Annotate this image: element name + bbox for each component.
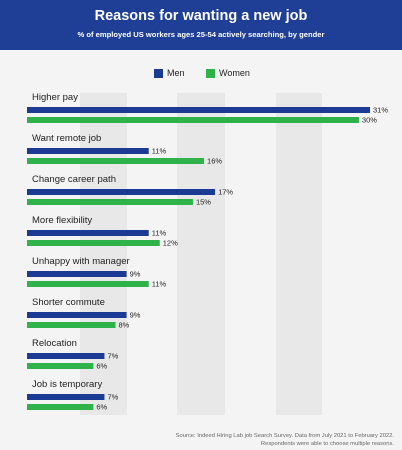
bar-women [27,404,94,410]
value-label-men: 9% [130,270,141,279]
legend-label-women: Women [219,68,250,78]
value-label-women: 12% [163,239,178,248]
grid-band [177,93,225,415]
bar-men [27,189,216,195]
bar-women [27,281,149,287]
bar-men [27,230,149,236]
value-label-men: 11% [152,147,167,156]
value-label-women: 15% [196,198,211,207]
bar-men [27,353,105,359]
value-label-women: 6% [96,362,107,371]
category-label: Relocation [32,338,77,349]
bar-women [27,363,94,369]
respondents-note: Respondents were able to choose multiple… [260,441,394,447]
bar-women [27,117,359,123]
grid-band [276,93,322,415]
grid-band [80,93,127,415]
value-label-women: 6% [96,403,107,412]
category-label: Higher pay [32,92,78,103]
source-note: Source: Indeed Hiring Lab job Search Sur… [175,433,394,439]
value-label-men: 31% [373,106,388,115]
bar-men [27,148,149,154]
category-label: Unhappy with manager [32,256,130,267]
value-label-men: 7% [107,352,118,361]
bar-women [27,199,193,205]
value-label-women: 16% [207,157,222,166]
legend-swatch-women [206,69,215,78]
value-label-men: 9% [130,311,141,320]
bar-women [27,158,205,164]
chart-footer: Source: Indeed Hiring Lab job Search Sur… [176,432,394,448]
bar-plot: Higher pay 31%30% Want remote job 11% 16% Cha… [27,92,388,415]
value-label-men: 7% [107,393,118,402]
value-label-women: 8% [119,321,130,330]
value-label-men: 17% [218,188,233,197]
value-label-men: 11% [152,229,167,238]
bar-women [27,322,116,328]
chart-area: Men Women Higher pay 31% 30% Want remote jo… [0,50,402,450]
value-label-women: 30% [362,116,377,125]
category-label: Change career path [32,174,116,185]
chart-header: Reasons for wanting a new job % of emplo… [0,0,402,50]
bar-men [27,312,127,318]
bar-men [27,107,370,113]
legend-label-men: Men [167,68,185,78]
legend-swatch-men [154,69,163,78]
category-label: Want remote job [32,133,101,144]
chart-subtitle: % of employed US workers ages 25-54 acti… [77,30,325,39]
category-label: Job is temporary [32,379,102,390]
bar-men [27,271,127,277]
bar-women [27,240,160,246]
bar-men [27,394,105,400]
value-label-women: 11% [152,280,167,289]
category-label: More flexibility [32,215,92,226]
category-label: Shorter commute [32,297,105,308]
chart-title: Reasons for wanting a new job [94,8,308,24]
